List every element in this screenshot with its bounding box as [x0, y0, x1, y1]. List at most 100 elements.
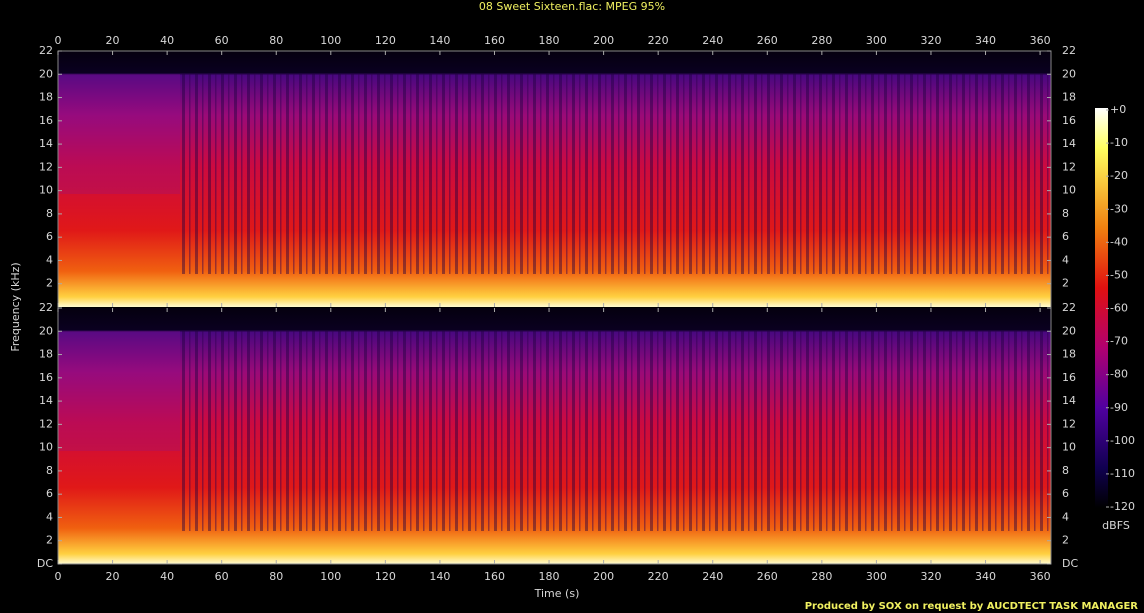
y-tick-label-right: 18 [1062, 91, 1076, 104]
x-axis-label: Time (s) [534, 587, 580, 600]
y-tick-label-right: 4 [1062, 253, 1069, 266]
y-tick-label-left: 6 [46, 487, 53, 500]
y-tick-label-left: 4 [46, 510, 53, 523]
y-tick-label-left: 18 [39, 348, 53, 361]
x-tick-label-top: 180 [539, 34, 560, 47]
y-tick-label-right: 18 [1062, 348, 1076, 361]
y-tick-label-right: 22 [1062, 44, 1076, 57]
y-tick-label-left: 20 [39, 324, 53, 337]
x-tick-label-bottom: 0 [55, 570, 62, 583]
y-tick-label-right: 2 [1062, 534, 1069, 547]
y-tick-label-right: 12 [1062, 417, 1076, 430]
x-tick-label-top: 280 [811, 34, 832, 47]
x-tick-label-top: 40 [160, 34, 174, 47]
y-tick-label-right: DC [1062, 557, 1078, 570]
y-tick-label-left: 18 [39, 91, 53, 104]
x-tick-label-top: 120 [375, 34, 396, 47]
y-tick-label-left: 16 [39, 114, 53, 127]
colorbar-tick-label: -50 [1110, 268, 1128, 281]
x-tick-label-top: 260 [757, 34, 778, 47]
x-tick-label-top: 200 [593, 34, 614, 47]
colorbar-label: dBFS [1102, 519, 1130, 532]
colorbar-tick-label: -120 [1110, 500, 1135, 513]
x-tick-label-bottom: 40 [160, 570, 174, 583]
y-tick-label-right: 10 [1062, 184, 1076, 197]
y-tick-label-left: 8 [46, 464, 53, 477]
x-tick-label-bottom: 60 [215, 570, 229, 583]
y-tick-label-left: 2 [46, 277, 53, 290]
x-tick-label-top: 20 [106, 34, 120, 47]
x-tick-label-top: 320 [920, 34, 941, 47]
x-tick-label-top: 80 [269, 34, 283, 47]
x-tick-label-top: 160 [484, 34, 505, 47]
y-tick-label-right: 8 [1062, 464, 1069, 477]
y-tick-label-left: 22 [39, 301, 53, 314]
x-tick-label-bottom: 80 [269, 570, 283, 583]
x-tick-label-bottom: 240 [702, 570, 723, 583]
x-tick-label-top: 140 [429, 34, 450, 47]
x-tick-label-bottom: 180 [539, 570, 560, 583]
y-tick-label-left: DC [37, 557, 53, 570]
x-tick-label-top: 220 [648, 34, 669, 47]
y-tick-label-right: 2 [1062, 277, 1069, 290]
x-tick-label-top: 60 [215, 34, 229, 47]
x-tick-label-top: 340 [975, 34, 996, 47]
x-tick-label-bottom: 160 [484, 570, 505, 583]
x-tick-label-bottom: 120 [375, 570, 396, 583]
colorbar-tick-label: -30 [1110, 202, 1128, 215]
x-tick-label-bottom: 320 [920, 570, 941, 583]
colorbar-tick-label: -70 [1110, 335, 1128, 348]
y-tick-label-left: 16 [39, 371, 53, 384]
colorbar-tick-label: -80 [1110, 368, 1128, 381]
y-tick-label-left: 10 [39, 441, 53, 454]
y-tick-label-right: 20 [1062, 67, 1076, 80]
y-tick-label-right: 6 [1062, 487, 1069, 500]
x-tick-label-bottom: 340 [975, 570, 996, 583]
colorbar-tick-label: -20 [1110, 169, 1128, 182]
x-tick-label-bottom: 280 [811, 570, 832, 583]
y-tick-label-left: 8 [46, 207, 53, 220]
x-tick-label-bottom: 220 [648, 570, 669, 583]
footer: Produced by SOX on request by AUCDTECT T… [805, 601, 1139, 612]
channel-1-image [58, 51, 1051, 307]
y-tick-label-right: 8 [1062, 207, 1069, 220]
colorbar-tick-label: -40 [1110, 235, 1128, 248]
colorbar-tick-label: -90 [1110, 401, 1128, 414]
y-tick-label-right: 22 [1062, 301, 1076, 314]
y-tick-label-left: 22 [39, 44, 53, 57]
y-tick-label-left: 6 [46, 230, 53, 243]
x-tick-label-top: 300 [866, 34, 887, 47]
y-tick-label-left: 20 [39, 67, 53, 80]
y-tick-label-left: 14 [39, 137, 53, 150]
x-tick-label-bottom: 200 [593, 570, 614, 583]
y-tick-label-right: 12 [1062, 160, 1076, 173]
x-tick-label-bottom: 360 [1030, 570, 1051, 583]
chart-title: 08 Sweet Sixteen.flac: MPEG 95% [479, 0, 665, 13]
colorbar-tick-label: -110 [1110, 467, 1135, 480]
colorbar-tick-label: -100 [1110, 434, 1135, 447]
x-tick-label-bottom: 260 [757, 570, 778, 583]
y-tick-label-right: 14 [1062, 394, 1076, 407]
y-tick-label-right: 4 [1062, 510, 1069, 523]
y-tick-label-left: 14 [39, 394, 53, 407]
y-axis-label: Frequency (kHz) [9, 262, 22, 351]
colorbar-tick-label: -10 [1110, 136, 1128, 149]
y-tick-label-left: 2 [46, 534, 53, 547]
x-tick-label-top: 0 [55, 34, 62, 47]
x-tick-label-bottom: 100 [320, 570, 341, 583]
y-tick-label-right: 16 [1062, 114, 1076, 127]
y-tick-label-right: 10 [1062, 441, 1076, 454]
colorbar-tick-label: -60 [1110, 302, 1128, 315]
x-tick-label-top: 100 [320, 34, 341, 47]
y-tick-label-right: 14 [1062, 137, 1076, 150]
x-tick-label-top: 360 [1030, 34, 1051, 47]
y-tick-label-left: 4 [46, 253, 53, 266]
y-tick-label-right: 6 [1062, 230, 1069, 243]
y-tick-label-left: 12 [39, 160, 53, 173]
channel-2-image [58, 308, 1051, 564]
y-tick-label-left: 12 [39, 417, 53, 430]
x-tick-label-bottom: 140 [429, 570, 450, 583]
colorbar [1095, 108, 1108, 508]
